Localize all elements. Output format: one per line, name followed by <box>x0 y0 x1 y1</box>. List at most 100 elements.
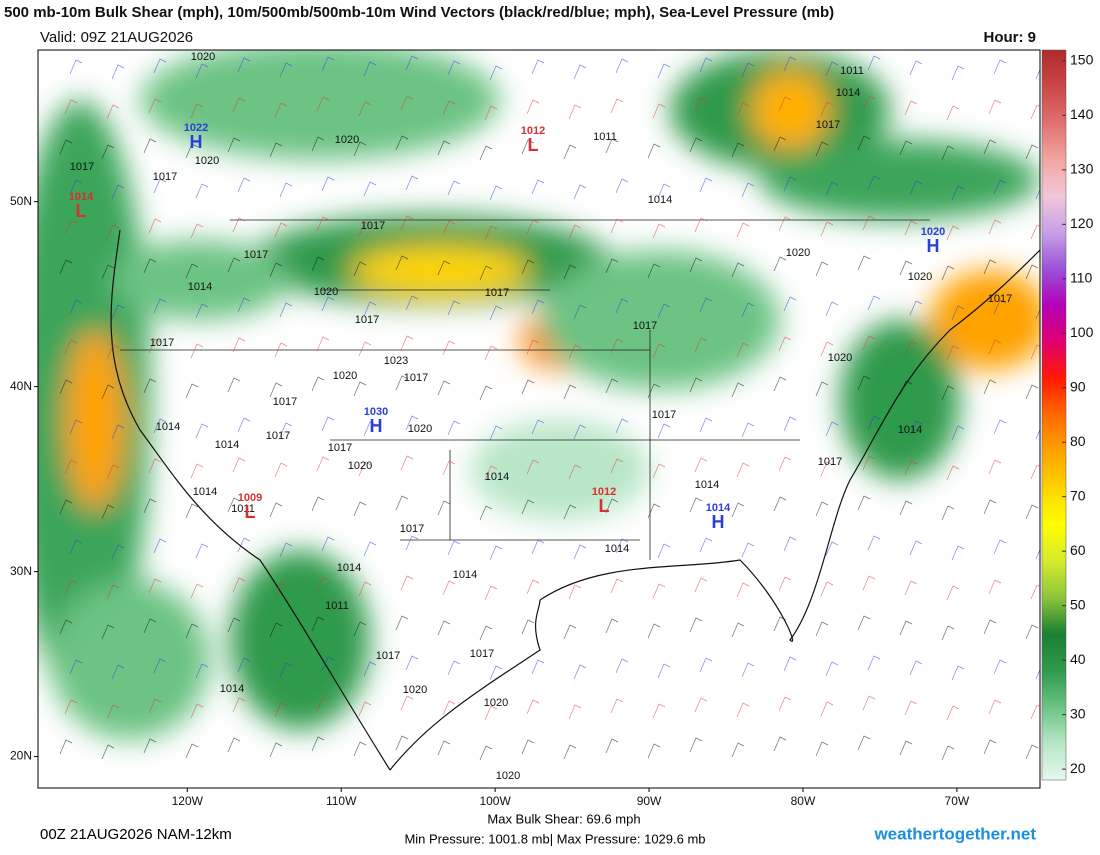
wind-barb <box>526 339 540 355</box>
wind-barb <box>825 421 839 437</box>
wind-barb <box>563 744 577 760</box>
wind-barb <box>862 575 876 591</box>
wind-barb <box>899 260 913 276</box>
wind-barb <box>857 135 871 151</box>
wind-barb <box>442 700 456 716</box>
wind-barb <box>321 656 335 672</box>
wind-barb <box>647 503 661 519</box>
wind-barb <box>400 695 414 711</box>
wind-barb <box>946 465 960 481</box>
wind-barb <box>395 135 409 151</box>
colorbar-label: 40 <box>1070 651 1086 667</box>
wind-barb <box>1025 504 1039 520</box>
wind-barb <box>573 424 587 440</box>
wind-barb <box>941 265 955 281</box>
wind-barb <box>442 220 456 236</box>
wind-barb <box>484 345 498 361</box>
wind-barb <box>951 425 965 441</box>
wind-barb <box>279 662 293 678</box>
wind-barb <box>783 176 797 192</box>
wind-barb <box>568 224 582 240</box>
wind-barb <box>405 55 419 71</box>
wind-barb <box>274 582 288 598</box>
wind-barb <box>195 63 209 79</box>
wind-barb <box>405 295 419 311</box>
wind-barb <box>358 701 372 717</box>
wind-barb <box>862 335 876 351</box>
wind-barb <box>946 105 960 121</box>
wind-barb <box>447 300 461 316</box>
wind-barb <box>899 500 913 516</box>
wind-barb <box>489 65 503 81</box>
isobar-label: 1017 <box>328 442 352 454</box>
wind-barb <box>405 415 419 431</box>
wind-barb <box>185 503 199 519</box>
wind-barb <box>316 96 330 112</box>
wind-barb <box>232 97 246 113</box>
wind-barb <box>857 615 871 631</box>
wind-barb <box>1030 704 1040 720</box>
center-pressure: 1009 <box>238 492 262 504</box>
wind-barb <box>993 179 1007 195</box>
wind-barb <box>867 175 881 191</box>
wind-barb <box>736 702 750 718</box>
wind-barb <box>731 382 745 398</box>
wind-barb <box>983 739 997 755</box>
wind-barb <box>311 616 325 632</box>
wind-barb <box>941 145 955 161</box>
wind-barb <box>279 182 293 198</box>
wind-barb <box>153 178 167 194</box>
wind-barb <box>237 417 251 433</box>
wind-barb <box>605 138 619 154</box>
isobar-label: 1020 <box>333 370 357 382</box>
wind-barb <box>1025 744 1039 760</box>
wind-barb <box>101 744 115 760</box>
wind-barb <box>857 495 871 511</box>
wind-barb <box>437 140 451 156</box>
isobar-label: 1020 <box>191 51 215 63</box>
isobar-label: 1017 <box>404 372 428 384</box>
wind-barb <box>153 538 167 554</box>
isobar-label: 1017 <box>153 171 177 183</box>
isobar-label: 1017 <box>266 430 290 442</box>
wind-barb <box>615 178 629 194</box>
wind-barb <box>815 741 829 757</box>
wind-barb <box>773 496 787 512</box>
isobar-label: 1017 <box>150 337 174 349</box>
isobar-label: 1014 <box>485 471 509 483</box>
wind-barb <box>143 258 157 274</box>
wind-barb <box>689 737 703 753</box>
wind-barb <box>899 620 913 636</box>
wind-barb <box>111 304 125 320</box>
wind-barb <box>731 622 745 638</box>
colorbar-label: 150 <box>1070 52 1094 68</box>
wind-barb <box>946 705 960 721</box>
wind-barb <box>615 418 629 434</box>
wind-barb <box>531 179 545 195</box>
wind-barb <box>563 624 577 640</box>
wind-barb <box>447 540 461 556</box>
wind-barb <box>657 63 671 79</box>
wind-barb <box>405 175 419 191</box>
wind-barb <box>993 659 1007 675</box>
wind-barb <box>521 499 535 515</box>
center-letter: L <box>599 496 610 516</box>
wind-barb <box>988 579 1002 595</box>
wind-barb <box>951 65 965 81</box>
wind-barb <box>363 421 377 437</box>
center-letter: L <box>528 135 539 155</box>
wind-barb <box>237 57 251 73</box>
wind-barb <box>321 176 335 192</box>
isobar-label: 1017 <box>361 220 385 232</box>
wind-barb <box>1035 188 1040 200</box>
wind-barb <box>647 143 661 159</box>
wind-barb <box>741 662 755 678</box>
wind-barb <box>773 136 787 152</box>
wind-barb <box>101 624 115 640</box>
wind-barb <box>531 59 545 75</box>
wind-barb <box>904 220 918 236</box>
wind-barb <box>353 741 367 757</box>
wind-barb <box>531 659 545 675</box>
wind-barb <box>741 182 755 198</box>
center-letter: L <box>245 502 256 522</box>
